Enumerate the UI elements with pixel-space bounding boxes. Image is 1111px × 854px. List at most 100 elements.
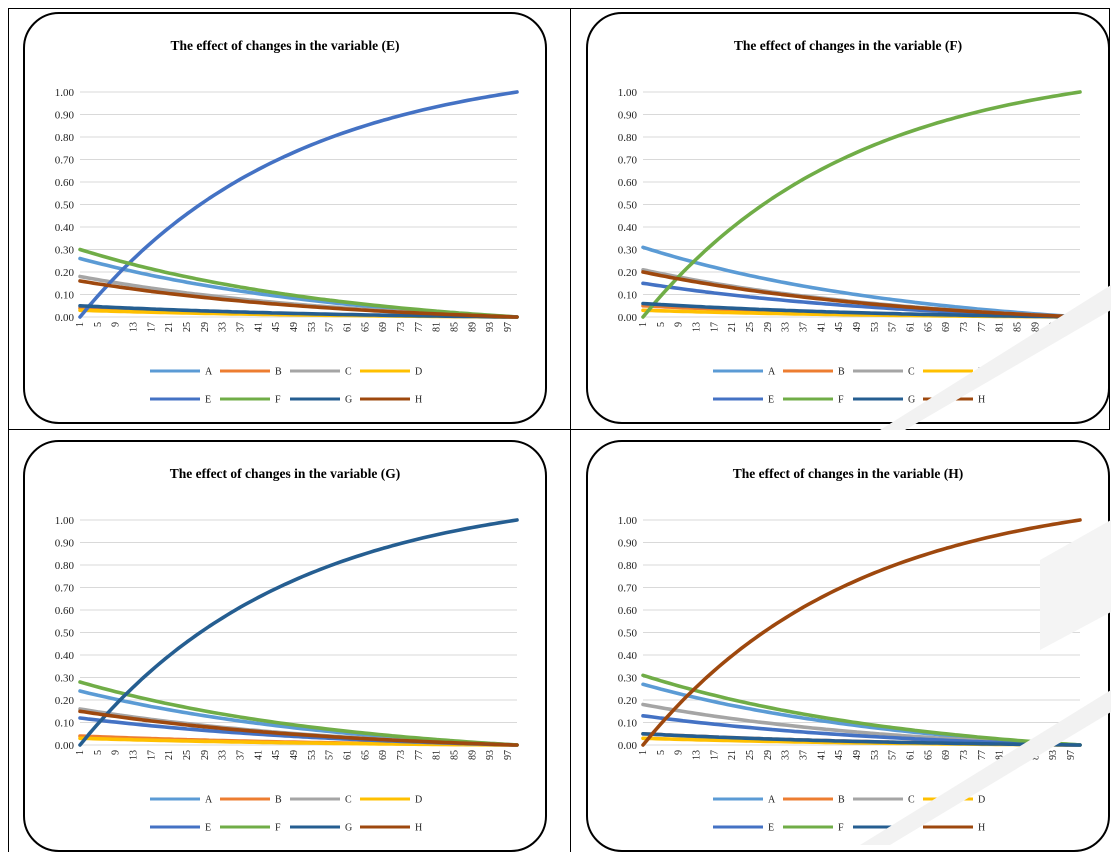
x-tick-label: 1 xyxy=(75,750,86,755)
x-tick-label: 41 xyxy=(253,750,264,760)
y-tick-label: 0.00 xyxy=(55,312,75,324)
legend-label-d: D xyxy=(415,367,422,378)
chart-title: The effect of changes in the variable (G… xyxy=(169,466,401,481)
x-tick-label: 69 xyxy=(941,750,952,760)
y-tick-label: 0.10 xyxy=(618,718,638,730)
table-border-middle-vertical xyxy=(570,8,571,852)
x-tick-label: 97 xyxy=(503,750,514,760)
x-tick-label: 5 xyxy=(656,750,667,755)
x-tick-label: 85 xyxy=(450,750,461,760)
legend-label-g: G xyxy=(345,395,352,406)
y-tick-label: 0.90 xyxy=(618,538,638,550)
x-tick-label: 37 xyxy=(799,750,810,760)
x-tick-label: 37 xyxy=(236,750,247,760)
chart-panel-h: The effect of changes in the variable (H… xyxy=(586,440,1110,852)
legend-label-e: E xyxy=(768,395,774,406)
y-tick-label: 0.60 xyxy=(618,177,638,189)
y-tick-label: 0.30 xyxy=(618,245,638,257)
legend-label-g: G xyxy=(908,395,915,406)
x-tick-label: 41 xyxy=(816,750,827,760)
y-tick-label: 0.10 xyxy=(55,718,75,730)
legend-label-d: D xyxy=(978,367,985,378)
x-tick-label: 45 xyxy=(271,750,282,760)
x-tick-label: 1 xyxy=(638,322,649,327)
y-tick-label: 0.30 xyxy=(55,673,75,685)
x-tick-label: 25 xyxy=(745,750,756,760)
x-tick-label: 81 xyxy=(432,322,443,332)
x-tick-label: 13 xyxy=(692,322,703,332)
chart-title: The effect of changes in the variable (F… xyxy=(733,38,963,53)
legend-label-a: A xyxy=(205,795,213,806)
y-tick-label: 0.20 xyxy=(618,695,638,707)
y-tick-label: 0.10 xyxy=(55,290,75,302)
x-tick-label: 41 xyxy=(253,322,264,332)
x-tick-label: 29 xyxy=(200,322,211,332)
y-tick-label: 0.50 xyxy=(618,200,638,212)
x-tick-label: 93 xyxy=(485,322,496,332)
y-tick-label: 0.30 xyxy=(55,245,75,257)
x-tick-label: 65 xyxy=(360,750,371,760)
y-tick-label: 0.30 xyxy=(618,673,638,685)
x-tick-label: 61 xyxy=(906,750,917,760)
x-tick-label: 73 xyxy=(959,750,970,760)
series-line-h xyxy=(78,709,519,747)
x-tick-label: 69 xyxy=(378,750,389,760)
x-tick-label: 89 xyxy=(1030,322,1041,332)
y-tick-label: 0.50 xyxy=(55,628,75,640)
y-tick-label: 0.60 xyxy=(55,605,75,617)
y-tick-label: 0.40 xyxy=(618,222,638,234)
y-tick-label: 0.90 xyxy=(55,538,75,550)
x-tick-label: 53 xyxy=(307,750,318,760)
x-tick-label: 73 xyxy=(959,322,970,332)
x-tick-label: 61 xyxy=(906,322,917,332)
x-tick-label: 13 xyxy=(129,750,140,760)
legend-label-e: E xyxy=(205,823,211,834)
x-tick-label: 89 xyxy=(467,322,478,332)
x-tick-label: 57 xyxy=(888,750,899,760)
y-tick-label: 0.70 xyxy=(55,583,75,595)
y-tick-label: 1.00 xyxy=(55,515,75,527)
x-tick-label: 49 xyxy=(852,750,863,760)
x-tick-label: 53 xyxy=(870,750,881,760)
x-tick-label: 21 xyxy=(164,750,175,760)
x-tick-label: 17 xyxy=(709,750,720,760)
x-tick-label: 45 xyxy=(834,750,845,760)
x-tick-label: 33 xyxy=(781,322,792,332)
x-tick-label: 57 xyxy=(325,750,336,760)
x-tick-label: 69 xyxy=(941,322,952,332)
y-tick-label: 0.80 xyxy=(618,560,638,572)
x-tick-label: 97 xyxy=(1066,750,1077,760)
x-tick-label: 13 xyxy=(692,750,703,760)
legend-label-c: C xyxy=(908,795,915,806)
y-tick-label: 0.70 xyxy=(55,155,75,167)
x-tick-label: 61 xyxy=(343,322,354,332)
line-chart-svg: 1.00 0.90 0.80 0.70 0.60 0.50 0.40 0.30 0.20 0.10… xyxy=(618,515,1082,834)
y-tick-label: 0.70 xyxy=(618,583,638,595)
x-tick-label: 93 xyxy=(1048,750,1059,760)
x-tick-label: 73 xyxy=(396,322,407,332)
y-tick-label: 0.10 xyxy=(618,290,638,302)
x-tick-label: 25 xyxy=(182,322,193,332)
legend-label-a: A xyxy=(768,367,776,378)
legend-label-c: C xyxy=(345,367,352,378)
legend-label-c: C xyxy=(345,795,352,806)
legend-label-f: F xyxy=(838,823,844,834)
series-line-h xyxy=(641,518,1082,747)
x-tick-label: 9 xyxy=(674,750,685,755)
y-tick-label: 0.20 xyxy=(55,695,75,707)
x-tick-label: 93 xyxy=(485,750,496,760)
x-tick-label: 1 xyxy=(638,750,649,755)
y-tick-label: 0.00 xyxy=(618,312,638,324)
x-tick-label: 29 xyxy=(763,750,774,760)
legend-label-a: A xyxy=(205,367,213,378)
x-tick-label: 77 xyxy=(977,750,988,760)
table-border-left xyxy=(8,8,9,852)
x-tick-label: 81 xyxy=(432,750,443,760)
x-tick-label: 29 xyxy=(763,322,774,332)
x-tick-label: 9 xyxy=(674,322,685,327)
x-tick-label: 37 xyxy=(799,322,810,332)
x-tick-label: 49 xyxy=(289,322,300,332)
y-tick-label: 0.00 xyxy=(55,740,75,752)
x-tick-label: 73 xyxy=(396,750,407,760)
legend-label-a: A xyxy=(768,795,776,806)
